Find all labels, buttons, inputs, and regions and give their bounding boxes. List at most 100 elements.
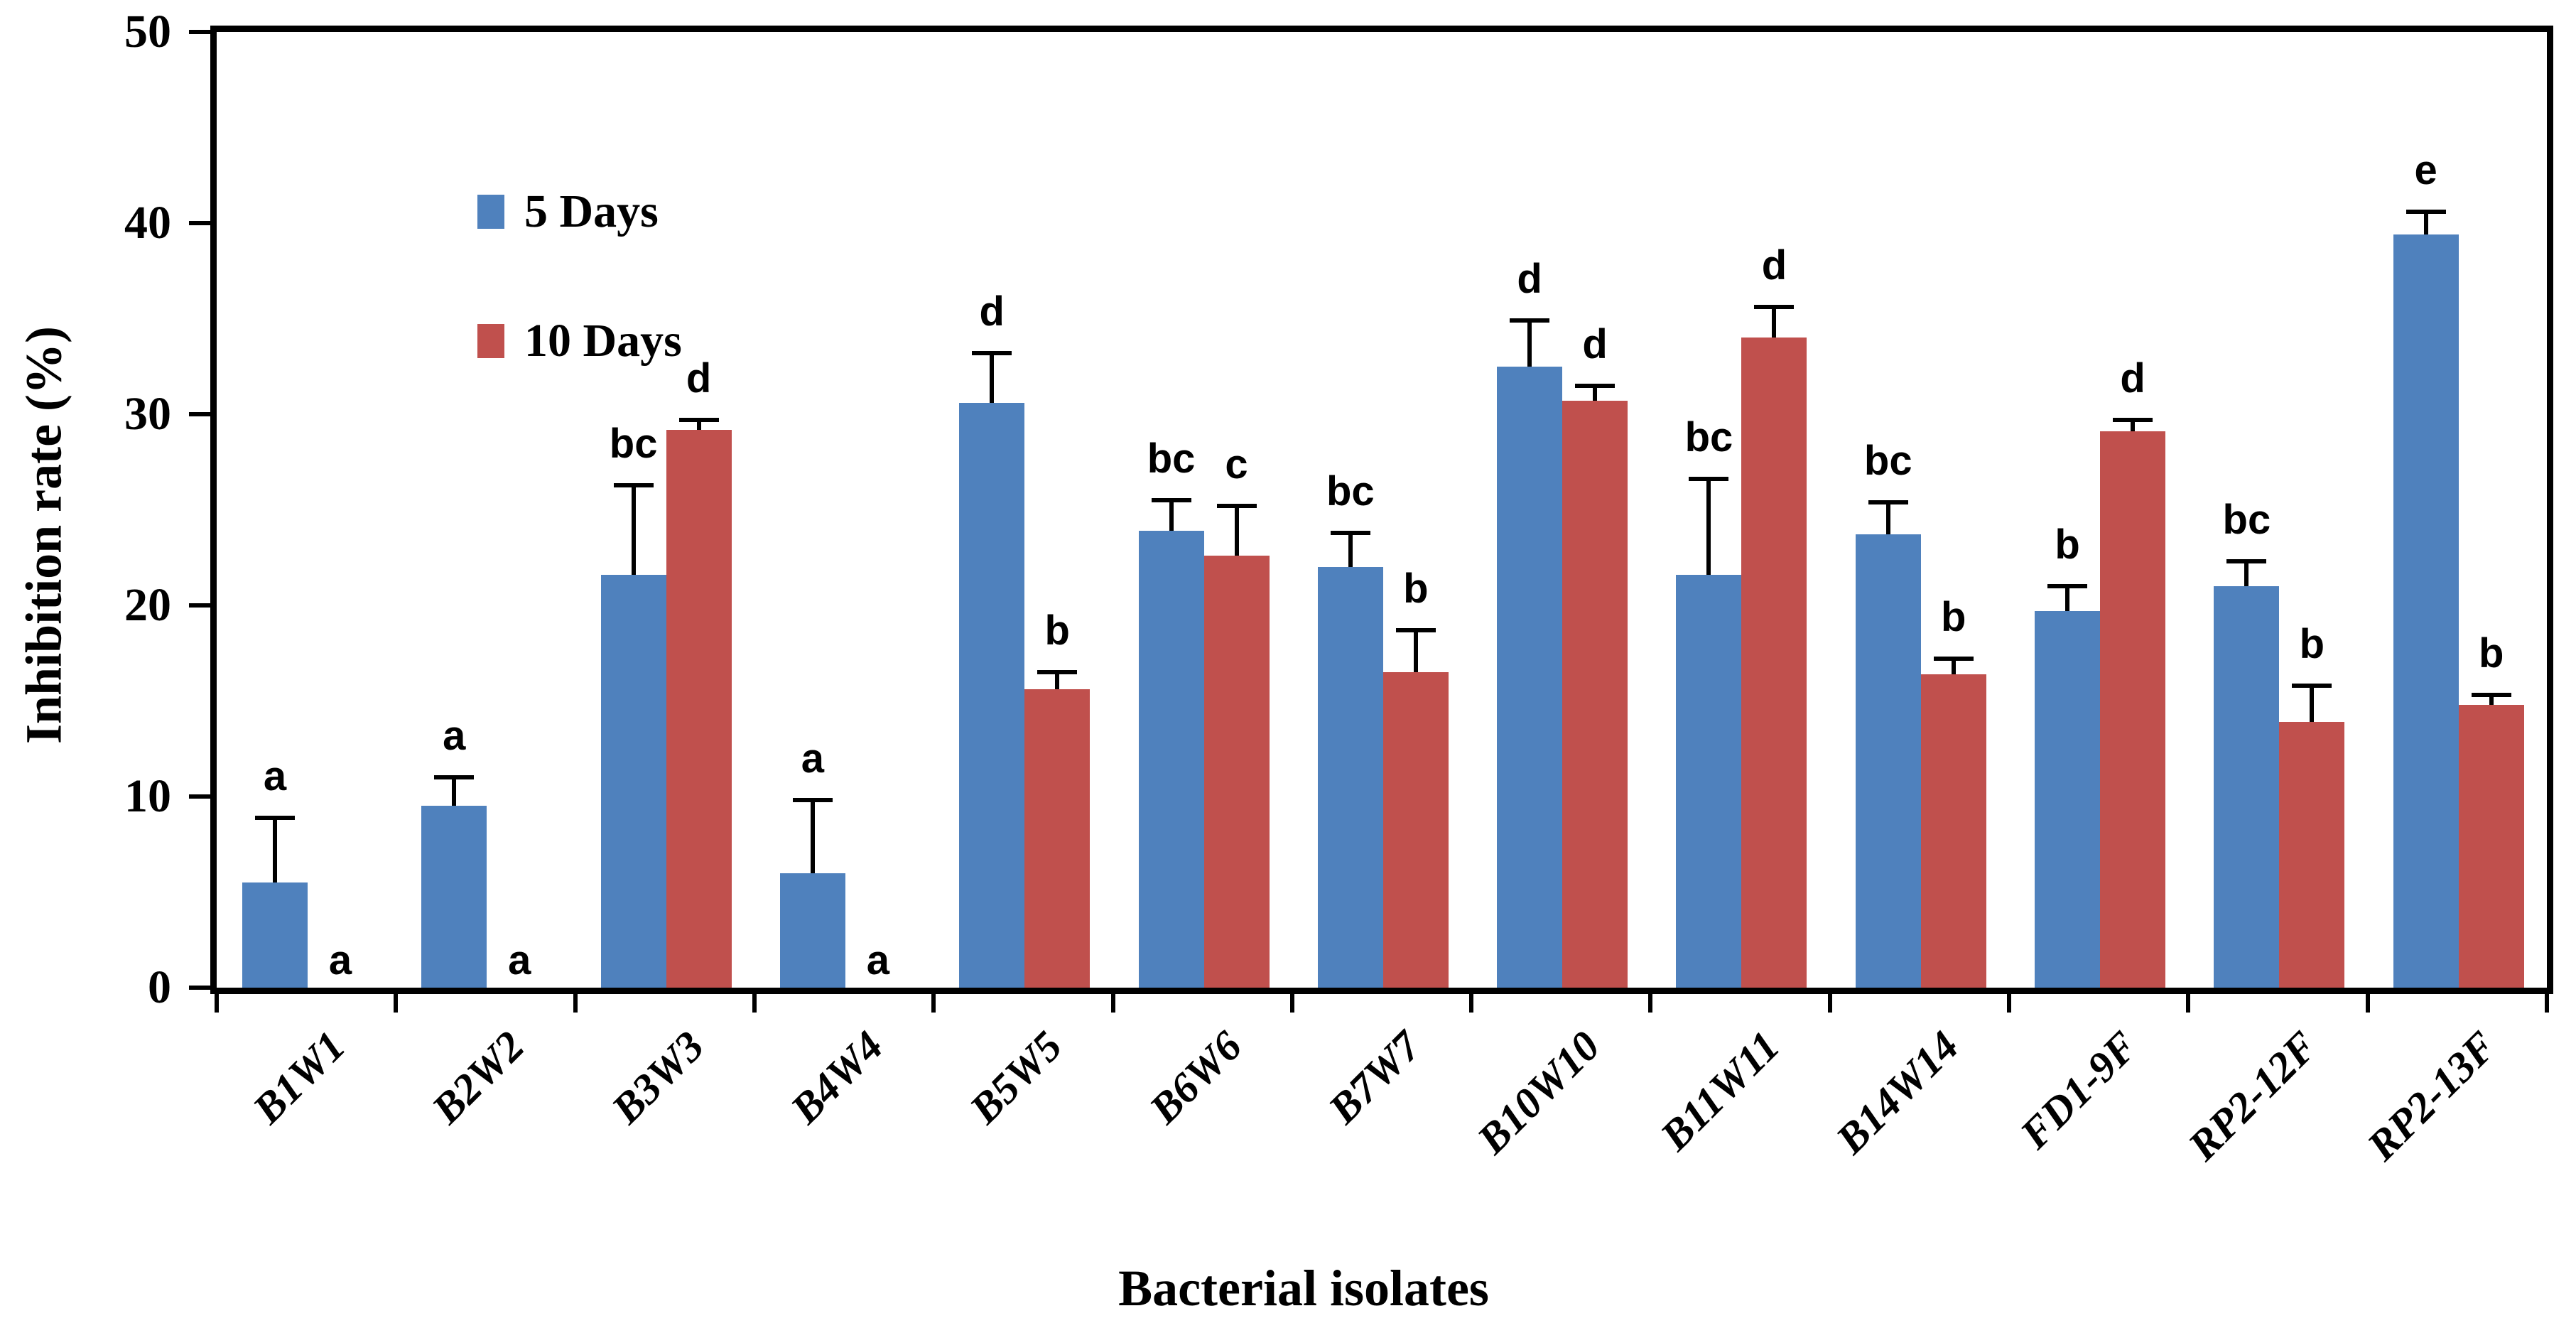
- significance-letter-B6W6-0: bc: [1147, 436, 1196, 482]
- bar-10days-B5W5: [1024, 689, 1091, 988]
- error-bar-line-RP2-12F-0: [2244, 561, 2249, 587]
- significance-letter-B10W10-0: d: [1517, 256, 1542, 303]
- significance-letter-B5W5-1: b: [1044, 608, 1070, 654]
- error-bar-line-B3W3-0: [631, 485, 636, 575]
- error-bar-line-B14W14-1: [1951, 659, 1956, 674]
- error-bar-line-B14W14-0: [1885, 502, 1890, 535]
- significance-letter-FD1-9F-0: b: [2055, 522, 2080, 568]
- significance-letter-B4W4-0: a: [801, 735, 825, 782]
- error-bar-cap-RP2-13F-0: [2405, 209, 2446, 214]
- x-category-label-B6W6: B6W6: [1140, 1022, 1251, 1133]
- error-bar-cap-FD1-9F-0: [2047, 584, 2088, 589]
- error-bar-line-B5W5-1: [1055, 672, 1060, 690]
- error-bar-cap-B5W5-0: [972, 350, 1012, 355]
- error-bar-line-B6W6-1: [1234, 506, 1239, 556]
- bar-5days-B2W2: [421, 806, 487, 988]
- x-axis-tick-3: [752, 994, 757, 1013]
- error-bar-cap-B11W11-0: [1689, 477, 1729, 482]
- error-bar-line-B10W10-0: [1527, 320, 1532, 367]
- x-axis-tick-8: [1648, 994, 1653, 1013]
- error-bar-cap-B5W5-1: [1037, 670, 1078, 675]
- error-bar-line-B5W5-0: [990, 352, 995, 403]
- bar-5days-B1W1: [242, 882, 308, 988]
- x-axis-tick-10: [2007, 994, 2012, 1013]
- x-category-label-B1W1: B1W1: [244, 1022, 355, 1133]
- bar-5days-B11W11: [1676, 574, 1742, 988]
- y-axis-tick-50: [189, 30, 210, 34]
- y-axis-tick-0: [189, 986, 210, 990]
- x-category-label-B14W14: B14W14: [1827, 1022, 1968, 1163]
- error-bar-line-B7W7-1: [1413, 630, 1418, 673]
- x-axis-title: Bacterial isolates: [1118, 1260, 1489, 1317]
- bar-10days-B6W6: [1203, 556, 1270, 988]
- x-axis-tick-5: [1110, 994, 1115, 1013]
- significance-letter-RP2-13F-1: b: [2478, 630, 2504, 677]
- error-bar-line-B6W6-0: [1169, 500, 1174, 531]
- error-bar-line-B11W11-1: [1772, 307, 1777, 338]
- x-category-label-B10W10: B10W10: [1468, 1022, 1609, 1163]
- bar-5days-B3W3: [600, 574, 666, 988]
- y-axis-tick-label-20: 20: [124, 579, 171, 631]
- x-category-label-B3W3: B3W3: [602, 1022, 713, 1133]
- legend-item-5-days: 5 Days: [477, 178, 659, 246]
- y-axis-tick-label-50: 50: [124, 6, 171, 58]
- significance-letter-B4W4-1: a: [866, 937, 890, 983]
- significance-letter-B11W11-1: d: [1761, 242, 1787, 289]
- bar-10days-B14W14: [1920, 674, 1986, 988]
- error-bar-cap-B10W10-1: [1575, 383, 1616, 388]
- error-bar-cap-B4W4-0: [792, 798, 833, 803]
- significance-letter-B1W1-0: a: [263, 752, 287, 799]
- error-bar-line-FD1-9F-0: [2065, 586, 2070, 612]
- x-category-label-B11W11: B11W11: [1651, 1022, 1788, 1160]
- error-bar-cap-B7W7-1: [1395, 627, 1436, 632]
- significance-letter-RP2-12F-0: bc: [2222, 497, 2271, 544]
- bar-5days-B14W14: [1855, 534, 1921, 988]
- significance-letter-B10W10-1: d: [1582, 320, 1608, 367]
- y-axis-tick-20: [189, 603, 210, 608]
- error-bar-line-B2W2-0: [452, 777, 457, 806]
- bar-10days-RP2-13F: [2458, 704, 2524, 988]
- x-category-label-B7W7: B7W7: [1319, 1022, 1430, 1133]
- bar-10days-B11W11: [1741, 338, 1807, 988]
- error-bar-cap-B6W6-0: [1151, 498, 1191, 503]
- y-axis-tick-label-40: 40: [124, 197, 171, 249]
- legend-item-10-days: 10 Days: [477, 307, 682, 375]
- error-bar-cap-B2W2-0: [434, 775, 475, 780]
- bar-5days-B4W4: [779, 873, 845, 988]
- y-axis-tick-label-30: 30: [124, 388, 171, 440]
- significance-letter-B7W7-1: b: [1403, 565, 1429, 612]
- x-category-label-RP2-12F: RP2-12F: [2178, 1022, 2326, 1170]
- error-bar-line-RP2-12F-1: [2310, 685, 2315, 723]
- bar-10days-FD1-9F: [2100, 431, 2166, 988]
- significance-letter-B6W6-1: c: [1225, 441, 1248, 488]
- bar-10days-B7W7: [1382, 672, 1449, 988]
- significance-letter-B11W11-0: bc: [1684, 414, 1733, 461]
- error-bar-cap-B3W3-0: [613, 482, 654, 487]
- error-bar-cap-B1W1-0: [255, 815, 295, 820]
- y-axis-tick-label-0: 0: [148, 961, 171, 1013]
- error-bar-line-B7W7-0: [1348, 532, 1353, 568]
- error-bar-line-RP2-13F-1: [2489, 695, 2494, 705]
- x-axis-tick-2: [573, 994, 578, 1013]
- bar-5days-FD1-9F: [2035, 611, 2101, 988]
- error-bar-line-RP2-13F-0: [2423, 211, 2428, 235]
- x-category-label-B4W4: B4W4: [781, 1022, 892, 1133]
- significance-letter-B2W2-0: a: [443, 713, 466, 760]
- y-axis-tick-30: [189, 412, 210, 416]
- x-category-label-RP2-13F: RP2-13F: [2358, 1022, 2506, 1170]
- significance-letter-B7W7-0: bc: [1326, 468, 1375, 514]
- error-bar-line-B1W1-0: [273, 817, 277, 883]
- x-category-label-FD1-9F: FD1-9F: [2011, 1022, 2147, 1158]
- significance-letter-B3W3-0: bc: [609, 420, 658, 467]
- y-axis-tick-40: [189, 221, 210, 225]
- x-axis-tick-6: [1289, 994, 1294, 1013]
- significance-letter-RP2-13F-0: e: [2414, 146, 2437, 193]
- legend-label-10-days: 10 Days: [524, 315, 682, 367]
- x-category-label-B5W5: B5W5: [960, 1022, 1071, 1133]
- legend-marker-5-days-swatch: [477, 195, 504, 229]
- error-bar-cap-B7W7-0: [1330, 530, 1370, 535]
- x-axis-tick-1: [394, 994, 399, 1013]
- error-bar-line-B4W4-0: [810, 800, 815, 873]
- x-axis-tick-7: [1469, 994, 1474, 1013]
